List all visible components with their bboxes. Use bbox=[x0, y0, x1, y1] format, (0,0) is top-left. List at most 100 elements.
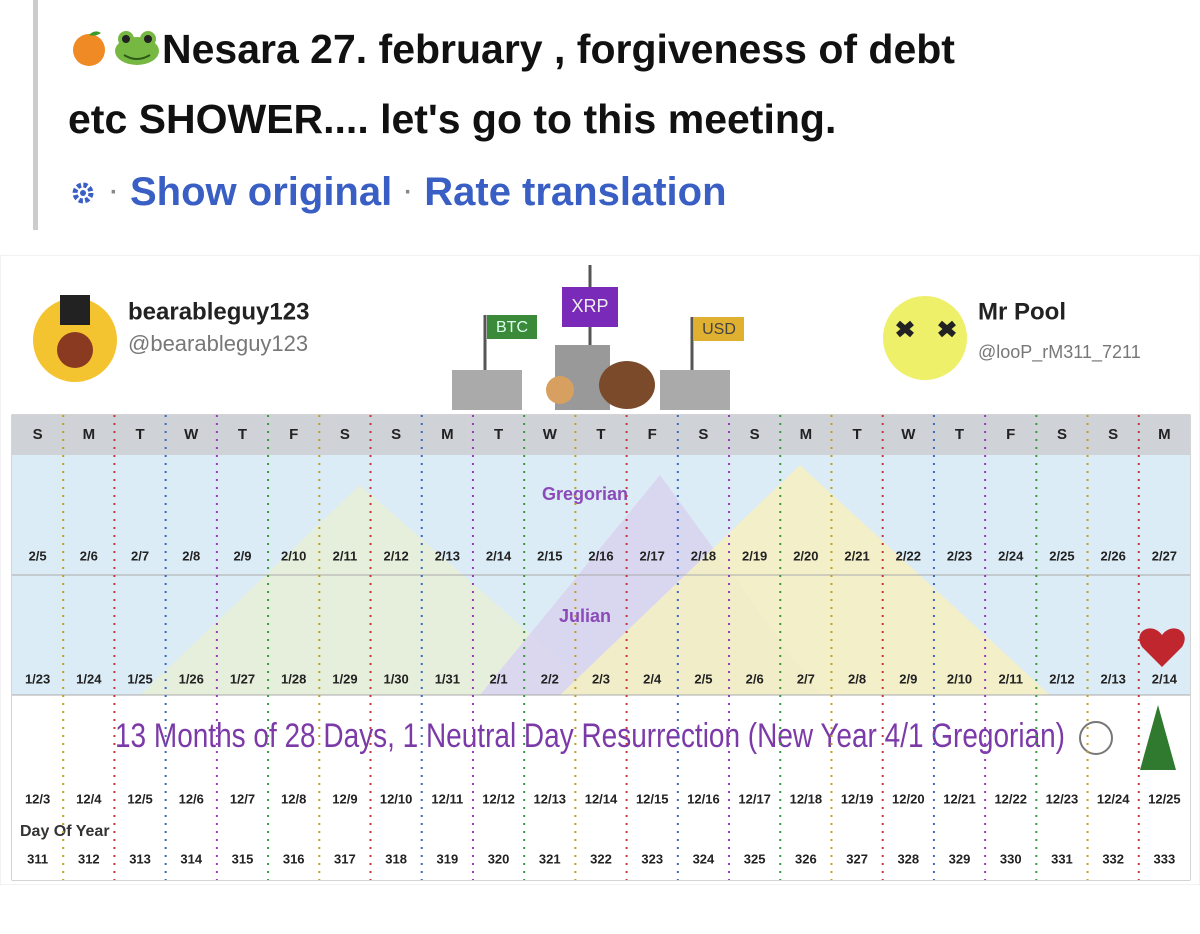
gregorian-label: Gregorian bbox=[542, 484, 628, 504]
gregorian-date: 2/11 bbox=[333, 548, 358, 563]
rate-translation-link[interactable]: Rate translation bbox=[424, 170, 727, 214]
weekday-row bbox=[12, 415, 1190, 455]
left-user-name: bearableguy123 bbox=[128, 298, 309, 325]
banner: 13 Months of 28 Days, 1 Neutral Day Resu… bbox=[115, 717, 1065, 755]
day-of-year: 328 bbox=[897, 851, 919, 866]
quote-bar bbox=[33, 0, 38, 230]
julian-date: 1/26 bbox=[179, 671, 204, 686]
weekday: S bbox=[750, 426, 760, 443]
castle bbox=[452, 265, 744, 410]
december-date: 12/25 bbox=[1148, 791, 1181, 806]
weekday: T bbox=[853, 426, 862, 443]
julian-date: 2/12 bbox=[1049, 671, 1074, 686]
julian-date: 2/11 bbox=[998, 671, 1023, 686]
weekday: T bbox=[494, 426, 503, 443]
weekday: M bbox=[83, 426, 96, 443]
gregorian-date: 2/7 bbox=[131, 548, 149, 563]
post-text-line: Nesara 27. february , forgiveness of deb… bbox=[162, 26, 955, 72]
mountain bbox=[560, 465, 1050, 695]
gregorian-date: 2/17 bbox=[640, 548, 665, 563]
julian-date: 2/9 bbox=[899, 671, 917, 686]
translation-links: · Show original · Rate translation bbox=[68, 170, 727, 215]
weekday: S bbox=[391, 426, 401, 443]
gregorian-date: 2/9 bbox=[233, 548, 251, 563]
post-text: Nesara 27. february , forgiveness of deb… bbox=[68, 14, 955, 154]
julian-date: 2/10 bbox=[947, 671, 972, 686]
gregorian-date: 2/20 bbox=[793, 548, 818, 563]
right-avatar bbox=[883, 296, 967, 380]
julian-date: 2/5 bbox=[694, 671, 712, 686]
day-of-year: 329 bbox=[949, 851, 971, 866]
weekday: M bbox=[800, 426, 813, 443]
day-of-year: 319 bbox=[436, 851, 458, 866]
december-date: 12/13 bbox=[534, 791, 567, 806]
december-date: 12/12 bbox=[482, 791, 515, 806]
clock-icon bbox=[1079, 721, 1113, 755]
december-date: 12/11 bbox=[431, 791, 463, 806]
gregorian-date: 2/6 bbox=[80, 548, 98, 563]
julian-date: 1/28 bbox=[281, 671, 306, 686]
julian-date: 2/7 bbox=[797, 671, 815, 686]
weekday: T bbox=[135, 426, 144, 443]
weekday: S bbox=[340, 426, 350, 443]
december-date: 12/8 bbox=[281, 791, 306, 806]
weekday: T bbox=[955, 426, 964, 443]
day-of-year: 317 bbox=[334, 851, 356, 866]
day-of-year: 333 bbox=[1154, 851, 1176, 866]
day-of-year-label: Day Of Year bbox=[20, 823, 110, 840]
julian-date: 1/30 bbox=[383, 671, 408, 686]
julian-date: 2/4 bbox=[643, 671, 662, 686]
flag-label: USD bbox=[702, 321, 736, 338]
gregorian-date: 2/27 bbox=[1152, 548, 1177, 563]
day-of-year: 327 bbox=[846, 851, 868, 866]
day-of-year: 330 bbox=[1000, 851, 1022, 866]
gregorian-date: 2/23 bbox=[947, 548, 972, 563]
julian-date: 1/27 bbox=[230, 671, 255, 686]
december-date: 12/3 bbox=[25, 791, 50, 806]
day-of-year: 315 bbox=[232, 851, 254, 866]
separator: · bbox=[404, 178, 413, 206]
julian-date: 1/29 bbox=[332, 671, 357, 686]
frog-emoji bbox=[115, 31, 159, 65]
left-user-handle: @bearableguy123 bbox=[128, 331, 308, 356]
avatar-eyes bbox=[896, 320, 956, 338]
day-of-year: 322 bbox=[590, 851, 612, 866]
day-of-year: 318 bbox=[385, 851, 407, 866]
julian-date: 2/3 bbox=[592, 671, 610, 686]
december-date: 12/20 bbox=[892, 791, 925, 806]
orange-emoji bbox=[73, 31, 105, 66]
day-of-year: 312 bbox=[78, 851, 100, 866]
gregorian-date: 2/10 bbox=[281, 548, 306, 563]
weekday: W bbox=[184, 426, 199, 443]
december-date: 12/23 bbox=[1046, 791, 1079, 806]
julian-date: 2/1 bbox=[490, 671, 508, 686]
day-of-year: 331 bbox=[1051, 851, 1073, 866]
weekday: F bbox=[648, 426, 657, 443]
julian-date: 2/8 bbox=[848, 671, 866, 686]
december-date: 12/18 bbox=[790, 791, 823, 806]
gregorian-date: 2/25 bbox=[1049, 548, 1074, 563]
julian-date: 1/24 bbox=[76, 671, 102, 686]
gregorian-date: 2/16 bbox=[588, 548, 613, 563]
december-date: 12/10 bbox=[380, 791, 413, 806]
show-original-link[interactable]: Show original bbox=[130, 170, 393, 214]
julian-label: Julian bbox=[559, 606, 611, 626]
right-user-handle: @looP_rM311_7211 bbox=[978, 342, 1141, 363]
julian-date: 2/2 bbox=[541, 671, 559, 686]
day-of-year: 326 bbox=[795, 851, 817, 866]
day-of-year: 323 bbox=[641, 851, 663, 866]
december-date: 12/6 bbox=[179, 791, 204, 806]
julian-date: 1/25 bbox=[127, 671, 152, 686]
weekday: S bbox=[1057, 426, 1067, 443]
flag-label: BTC bbox=[496, 319, 528, 336]
day-of-year: 320 bbox=[488, 851, 510, 866]
weekday: F bbox=[1006, 426, 1015, 443]
settings-icon[interactable] bbox=[68, 178, 98, 208]
december-date: 12/7 bbox=[230, 791, 255, 806]
december-date: 12/17 bbox=[738, 791, 771, 806]
post-text-line: etc SHOWER.... let's go to this meeting. bbox=[68, 96, 837, 142]
day-of-year: 332 bbox=[1102, 851, 1124, 866]
december-date: 12/22 bbox=[994, 791, 1027, 806]
weekday: S bbox=[33, 426, 43, 443]
